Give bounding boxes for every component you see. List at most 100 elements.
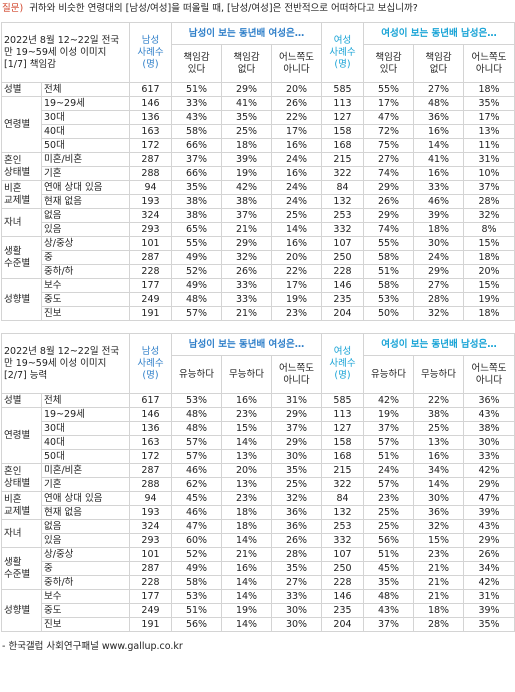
cell-value: 52%	[171, 547, 222, 562]
cell-value: 52%	[171, 264, 222, 279]
row-label: 미혼/비혼	[41, 152, 130, 167]
data-row: 혼인 상태별 미혼/비혼 287 37% 39% 24% 215 27% 41% 31%	[1, 152, 515, 181]
cell-value: 57%	[171, 306, 222, 321]
data-row: 중하/하 228 58% 14% 27% 228 35% 21% 42%	[2, 575, 515, 590]
cell-value: 49%	[171, 250, 222, 265]
cell-value: 23%	[221, 491, 272, 506]
cell-value: 48%	[171, 292, 222, 307]
cell-value: 33%	[413, 180, 464, 195]
data-row: 40대 163 57% 14% 29% 158 57% 13% 30%	[2, 435, 515, 450]
cell-value: 46%	[171, 463, 222, 478]
cell-value: 37%	[363, 421, 414, 436]
cell-value: 58%	[171, 124, 222, 139]
cell-value: 38%	[171, 194, 222, 209]
row-label: 있음	[41, 222, 130, 237]
cell-value: 193	[129, 505, 172, 520]
data-row: 성별 전체 617 53% 16% 31% 585 42% 22% 36%	[1, 393, 515, 408]
cell-value: 146	[129, 407, 172, 422]
cell-value: 287	[129, 152, 172, 167]
results-table: 2022년 8월 12~22일 전국 만 19~59세 이성 이미지 [2/7]…	[1, 333, 515, 632]
male-view-header: 남성이 보는 동년배 여성은…	[171, 333, 322, 356]
cell-value: 20%	[463, 264, 515, 279]
cell-value: 48%	[363, 589, 414, 604]
cell-value: 32%	[221, 250, 272, 265]
row-label: 중도	[41, 603, 130, 618]
answer-header: 책임감 없다	[413, 44, 464, 83]
cell-value: 35%	[463, 96, 515, 111]
cell-value: 288	[129, 477, 172, 492]
cell-value: 56%	[363, 533, 414, 548]
cell-value: 23%	[363, 491, 414, 506]
row-label: 현재 없음	[41, 194, 130, 209]
cell-value: 253	[321, 208, 364, 223]
cell-value: 48%	[171, 421, 222, 436]
answer-header: 책임감 있다	[363, 44, 414, 83]
cell-value: 58%	[171, 575, 222, 590]
cell-value: 16%	[413, 124, 464, 139]
row-label: 중	[41, 250, 130, 265]
cell-value: 32%	[271, 491, 322, 506]
cell-value: 74%	[363, 166, 414, 181]
cell-value: 15%	[463, 278, 515, 293]
cell-value: 585	[321, 82, 364, 97]
cell-value: 8%	[463, 222, 515, 237]
data-row: 중도 249 48% 33% 19% 235 53% 28% 19%	[2, 292, 515, 307]
answer-header: 책임감 없다	[221, 44, 272, 83]
female-count-header: 여성 사례수 (명)	[321, 333, 364, 394]
cell-value: 53%	[363, 292, 414, 307]
cell-value: 35%	[363, 575, 414, 590]
cell-value: 18%	[463, 82, 515, 97]
cell-value: 23%	[413, 547, 464, 562]
data-row: 비혼 교제별 연애 상대 있음 94 45% 23% 32% 84 23% 30% 47%	[1, 491, 515, 520]
data-row: 생활 수준별 상/중상 101 52% 21% 28% 107 51% 23% 26%	[1, 547, 515, 590]
cell-value: 249	[129, 603, 172, 618]
row-label: 연애 상대 있음	[41, 491, 130, 506]
cell-value: 204	[321, 306, 364, 321]
cell-value: 75%	[363, 138, 414, 153]
cell-value: 30%	[463, 435, 515, 450]
cell-value: 29%	[221, 82, 272, 97]
cell-value: 253	[321, 519, 364, 534]
cell-value: 20%	[271, 250, 322, 265]
cell-value: 21%	[413, 575, 464, 590]
cell-value: 17%	[271, 278, 322, 293]
answer-row: 유능하다 무능하다 어느쪽도 아니다 유능하다 무능하다 어느쪽도 아니다	[2, 355, 515, 394]
row-label: 19~29세	[41, 407, 130, 422]
cell-value: 32%	[413, 306, 464, 321]
cell-value: 26%	[363, 194, 414, 209]
data-row: 성향별 보수 177 49% 33% 17% 146 58% 27% 15%	[1, 278, 515, 321]
header-row: 2022년 8월 12~22일 전국 만 19~59세 이성 이미지 [2/7]…	[1, 333, 515, 394]
cell-value: 51%	[171, 82, 222, 97]
cell-value: 35%	[221, 110, 272, 125]
group-label: 성별	[1, 82, 42, 97]
group-label: 연령별	[1, 96, 42, 153]
cell-value: 51%	[363, 547, 414, 562]
cell-value: 84	[321, 180, 364, 195]
answer-header: 어느쪽도 아니다	[463, 355, 515, 394]
data-row: 40대 163 58% 25% 17% 158 72% 16% 13%	[2, 124, 515, 139]
cell-value: 41%	[413, 152, 464, 167]
data-row: 30대 136 43% 35% 22% 127 47% 36% 17%	[2, 110, 515, 125]
cell-value: 107	[321, 547, 364, 562]
row-label: 전체	[41, 393, 130, 408]
data-row: 중도 249 51% 19% 30% 235 43% 18% 39%	[2, 603, 515, 618]
cell-value: 29%	[271, 407, 322, 422]
cell-value: 191	[129, 306, 172, 321]
cell-value: 42%	[463, 463, 515, 478]
group-label: 자녀	[1, 208, 42, 237]
cell-value: 16%	[413, 166, 464, 181]
answer-header: 책임감 있다	[171, 44, 222, 83]
row-label: 중하/하	[41, 264, 130, 279]
cell-value: 53%	[171, 393, 222, 408]
cell-value: 15%	[221, 421, 272, 436]
row-label: 있음	[41, 533, 130, 548]
cell-value: 23%	[221, 407, 272, 422]
cell-value: 250	[321, 250, 364, 265]
row-label: 기혼	[41, 477, 130, 492]
cell-value: 30%	[413, 491, 464, 506]
answer-header: 유능하다	[363, 355, 414, 394]
cell-value: 324	[129, 519, 172, 534]
cell-value: 113	[321, 96, 364, 111]
cell-value: 66%	[171, 138, 222, 153]
